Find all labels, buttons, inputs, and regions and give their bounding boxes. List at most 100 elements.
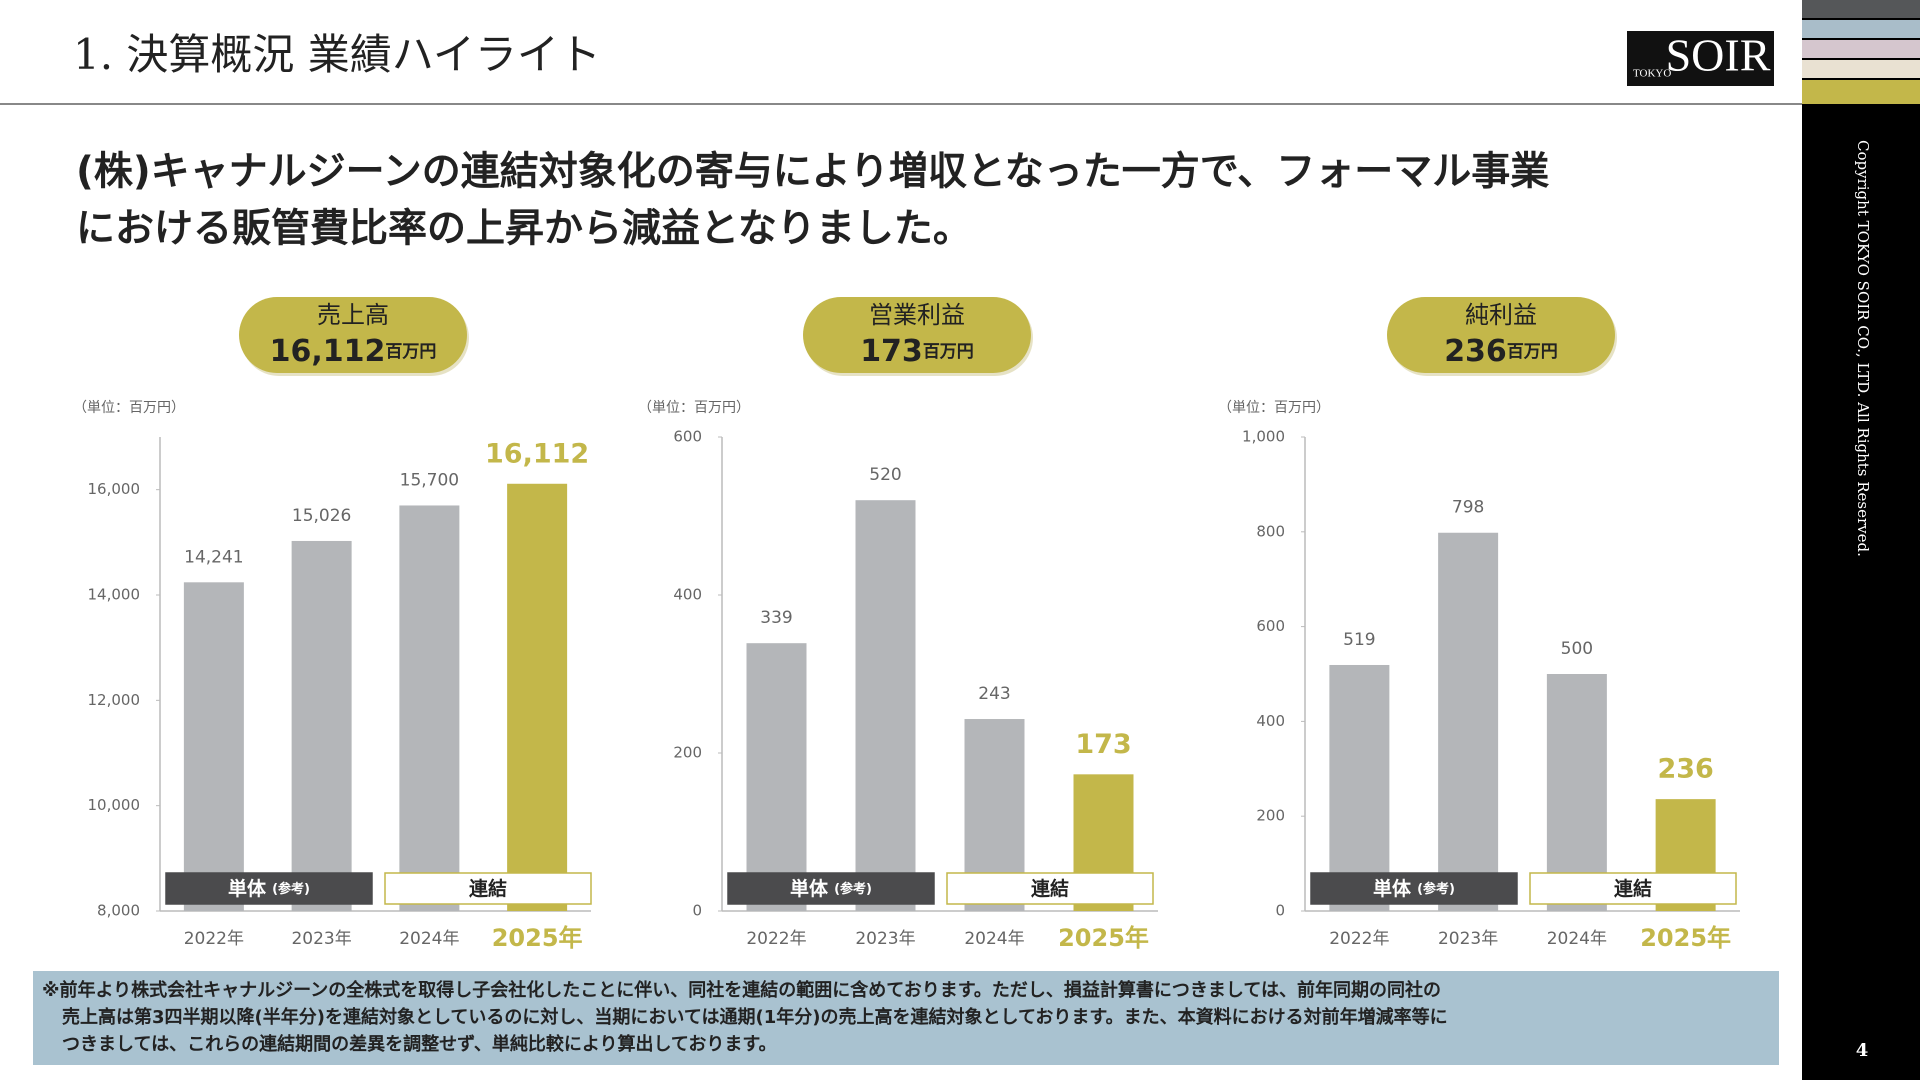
legend-name: 単体 bbox=[790, 877, 829, 900]
value-label: 243 bbox=[978, 684, 1010, 704]
summary-title: 売上高 bbox=[317, 301, 389, 329]
summary-value: 16,112百万円 bbox=[270, 334, 437, 369]
value-label: 15,700 bbox=[400, 470, 459, 490]
summary-pill bbox=[1387, 297, 1615, 373]
bar bbox=[507, 483, 568, 911]
sidebar bbox=[1802, 0, 1920, 1080]
stripe bbox=[1802, 20, 1920, 38]
legend-name: 連結 bbox=[1031, 877, 1069, 900]
x-tick-label: 2023年 bbox=[855, 929, 915, 949]
footnote: ※前年より株式会社キャナルジーンの全株式を取得し子会社化したことに伴い、同社を連… bbox=[42, 979, 1441, 1001]
value-label: 14,241 bbox=[184, 547, 243, 567]
value-label: 500 bbox=[1561, 639, 1593, 659]
stripe bbox=[1802, 80, 1920, 104]
legend-note: (参考) bbox=[1417, 881, 1455, 897]
bar bbox=[746, 643, 807, 911]
legend-name: 単体 bbox=[1373, 877, 1412, 900]
unit-label: （単位：百万円） bbox=[638, 400, 750, 416]
summary-pill bbox=[239, 297, 467, 373]
stripe bbox=[1802, 40, 1920, 58]
legend-label: 連結 bbox=[1614, 877, 1652, 900]
page-title: 1. 決算概況 業績ハイライト bbox=[73, 30, 601, 79]
value-label: 519 bbox=[1343, 630, 1375, 650]
y-tick-label: 12,000 bbox=[88, 691, 141, 709]
bar bbox=[1546, 674, 1607, 911]
stripe bbox=[1802, 0, 1920, 18]
legend-box bbox=[165, 872, 373, 905]
legend-label: 単体 (参考) bbox=[1373, 877, 1455, 900]
value-label: 798 bbox=[1452, 498, 1484, 518]
legend-label: 単体 (参考) bbox=[790, 877, 872, 900]
value-label: 15,026 bbox=[292, 506, 351, 526]
x-tick-label: 2022年 bbox=[746, 929, 806, 949]
value-label: 173 bbox=[1075, 729, 1131, 760]
y-tick-label: 0 bbox=[692, 902, 702, 920]
summary-unit: 百万円 bbox=[923, 342, 974, 362]
legend-note: (参考) bbox=[834, 881, 872, 897]
x-tick-label: 2024年 bbox=[1547, 929, 1607, 949]
logo-main: SOIR bbox=[1666, 30, 1771, 81]
summary-pill bbox=[803, 297, 1031, 373]
x-tick-label: 2023年 bbox=[291, 929, 351, 949]
footnote-box bbox=[33, 971, 1779, 1065]
y-tick-label: 1,000 bbox=[1242, 428, 1285, 446]
y-tick-label: 600 bbox=[673, 428, 702, 446]
y-tick-label: 14,000 bbox=[88, 586, 141, 604]
y-tick-label: 8,000 bbox=[97, 902, 140, 920]
footnote: つきましては、これらの連結期間の差異を調整せず、単純比較により算出しております。 bbox=[62, 1033, 777, 1055]
value-label: 16,112 bbox=[485, 438, 589, 469]
legend-box bbox=[727, 872, 935, 905]
copyright: Copyright TOKYO SOIR CO., LTD. All Right… bbox=[1854, 140, 1872, 557]
summary-title: 営業利益 bbox=[869, 301, 965, 329]
logo-sub: TOKYO bbox=[1633, 68, 1671, 80]
legend-box bbox=[946, 872, 1154, 905]
y-tick-label: 800 bbox=[1256, 522, 1285, 540]
value-label: 520 bbox=[869, 465, 901, 485]
legend-box bbox=[384, 872, 592, 905]
legend-label: 単体 (参考) bbox=[228, 877, 310, 900]
y-tick-label: 400 bbox=[673, 586, 702, 604]
y-tick-label: 600 bbox=[1256, 617, 1285, 635]
x-tick-label: 2024年 bbox=[399, 929, 459, 949]
bar bbox=[1329, 664, 1390, 911]
value-label: 236 bbox=[1657, 754, 1713, 785]
bar bbox=[399, 505, 460, 911]
x-tick-label: 2022年 bbox=[184, 929, 244, 949]
y-tick-label: 10,000 bbox=[88, 796, 141, 814]
y-tick-label: 400 bbox=[1256, 712, 1285, 730]
summary-unit: 百万円 bbox=[385, 342, 436, 362]
unit-label: （単位：百万円） bbox=[1218, 400, 1330, 416]
summary-unit: 百万円 bbox=[1507, 342, 1558, 362]
legend-note: (参考) bbox=[272, 881, 310, 897]
y-tick-label: 200 bbox=[673, 744, 702, 762]
logo bbox=[1627, 31, 1774, 86]
legend-name: 連結 bbox=[469, 877, 507, 900]
legend-label: 連結 bbox=[1031, 877, 1069, 900]
bar bbox=[291, 540, 352, 911]
y-tick-label: 0 bbox=[1275, 902, 1285, 920]
page-number: 4 bbox=[1856, 1040, 1869, 1061]
summary-value: 173百万円 bbox=[860, 334, 974, 369]
legend-box bbox=[1310, 872, 1518, 905]
footnote: 売上高は第3四半期以降(半年分)を連結対象としているのに対し、当期においては通期… bbox=[62, 1006, 1448, 1028]
summary-number: 173 bbox=[860, 334, 923, 369]
bar bbox=[183, 582, 244, 911]
x-tick-label: 2022年 bbox=[1329, 929, 1389, 949]
stripe bbox=[1802, 60, 1920, 78]
summary-number: 16,112 bbox=[270, 334, 386, 369]
legend-box bbox=[1529, 872, 1737, 905]
headline: における販管費比率の上昇から減益となりました。 bbox=[76, 207, 972, 252]
headline: (株)キャナルジーンの連結対象化の寄与により増収となった一方で、フォーマル事業 bbox=[76, 150, 1549, 195]
x-tick-label: 2023年 bbox=[1438, 929, 1498, 949]
value-label: 339 bbox=[760, 608, 792, 628]
bar bbox=[855, 500, 916, 911]
legend-label: 連結 bbox=[469, 877, 507, 900]
x-tick-label: 2025年 bbox=[1058, 924, 1149, 952]
legend-name: 単体 bbox=[228, 877, 267, 900]
bar bbox=[1438, 532, 1499, 911]
y-tick-label: 200 bbox=[1256, 807, 1285, 825]
y-tick-label: 16,000 bbox=[88, 480, 141, 498]
x-tick-label: 2024年 bbox=[964, 929, 1024, 949]
